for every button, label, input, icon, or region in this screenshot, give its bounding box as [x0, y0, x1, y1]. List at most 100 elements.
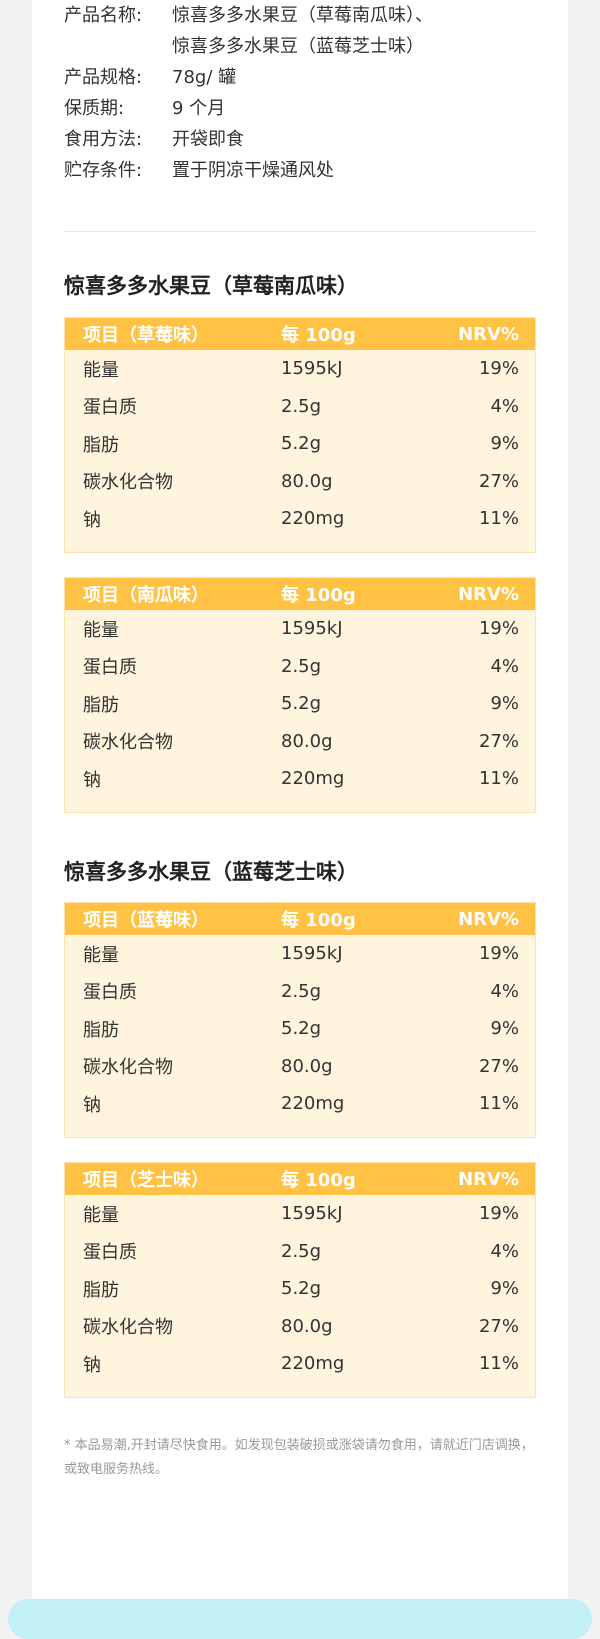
header-cell: 每 100g	[281, 1170, 356, 1191]
table-cell: 19%	[478, 618, 519, 640]
info-row: 贮存条件: 置于阴凉干燥通风处	[64, 155, 433, 186]
info-key: 产品名称:	[64, 5, 143, 26]
table-row: 碳水化合物 80.0g 27%	[65, 1048, 535, 1086]
info-key: 食用方法:	[64, 129, 143, 150]
table-cell: 80.0g	[281, 730, 333, 752]
table-row: 碳水化合物 80.0g 27%	[65, 1308, 535, 1346]
table-cell: 11%	[478, 1093, 519, 1115]
product-info: 产品名称: 惊喜多多水果豆（草莓南瓜味）、 惊喜多多水果豆（蓝莓芝士味） 产品规格: 7…	[64, 0, 433, 186]
section-title: 惊喜多多水果豆（蓝莓芝士味）	[64, 860, 358, 884]
info-row: 产品规格: 78g/ 罐	[64, 62, 433, 93]
info-row: 食用方法: 开袋即食	[64, 124, 433, 155]
table-row: 钠 220mg 11%	[65, 760, 535, 798]
table-cell: 4%	[490, 980, 519, 1002]
table-cell: 蛋白质	[83, 657, 137, 679]
info-value: 置于阴凉干燥通风处	[172, 160, 334, 181]
table-cell: 80.0g	[281, 1055, 333, 1077]
table-row: 蛋白质 2.5g 4%	[65, 388, 535, 426]
table-cell: 脂肪	[83, 434, 119, 456]
nutrition-table: 项目（芝士味） 每 100g NRV% 能量 1595kJ 19% 蛋白质 2.5g 4% 脂肪 5…	[64, 1162, 536, 1398]
table-header: 项目（南瓜味） 每 100g NRV%	[65, 578, 535, 610]
table-cell: 1595kJ	[281, 358, 343, 380]
header-cell: 每 100g	[281, 585, 356, 606]
table-cell: 钠	[83, 1094, 101, 1116]
table-header: 项目（蓝莓味） 每 100g NRV%	[65, 903, 535, 935]
table-cell: 能量	[83, 619, 119, 641]
table-cell: 4%	[490, 1240, 519, 1262]
table-cell: 碳水化合物	[83, 732, 173, 754]
header-cell: NRV%	[458, 1168, 519, 1190]
header-cell: 每 100g	[281, 910, 356, 931]
table-cell: 19%	[478, 358, 519, 380]
header-cell: NRV%	[458, 583, 519, 605]
table-cell: 能量	[83, 359, 119, 381]
table-cell: 220mg	[281, 1353, 345, 1375]
table-cell: 蛋白质	[83, 1242, 137, 1264]
info-row: 保质期: 9 个月	[64, 93, 433, 124]
table-cell: 27%	[478, 1055, 519, 1077]
table-cell: 9%	[490, 433, 519, 455]
table-cell: 钠	[83, 509, 101, 531]
table-cell: 1595kJ	[281, 618, 343, 640]
table-cell: 27%	[478, 730, 519, 752]
table-cell: 5.2g	[281, 1278, 322, 1300]
info-key: 贮存条件:	[64, 160, 143, 181]
table-cell: 2.5g	[281, 980, 322, 1002]
table-cell: 80.0g	[281, 470, 333, 492]
table-cell: 220mg	[281, 1093, 345, 1115]
table-header: 项目（草莓味） 每 100g NRV%	[65, 318, 535, 350]
header-cell: NRV%	[458, 323, 519, 345]
table-cell: 9%	[490, 1018, 519, 1040]
info-row: 产品名称: 惊喜多多水果豆（草莓南瓜味）、	[64, 0, 433, 31]
table-cell: 27%	[478, 470, 519, 492]
table-cell: 钠	[83, 1354, 101, 1376]
info-key: 保质期:	[64, 98, 125, 119]
table-cell: 5.2g	[281, 693, 322, 715]
table-cell: 11%	[478, 768, 519, 790]
table-cell: 19%	[478, 1203, 519, 1225]
table-row: 钠 220mg 11%	[65, 1085, 535, 1123]
table-header: 项目（芝士味） 每 100g NRV%	[65, 1163, 535, 1195]
table-cell: 11%	[478, 1353, 519, 1375]
table-cell: 2.5g	[281, 655, 322, 677]
table-cell: 脂肪	[83, 1019, 119, 1041]
storage-note: * 本品易潮,开封请尽快食用。如发现包装破损或涨袋请勿食用，请就近门店调换，或致…	[64, 1438, 534, 1477]
table-cell: 5.2g	[281, 433, 322, 455]
table-row: 蛋白质 2.5g 4%	[65, 1233, 535, 1271]
table-row: 脂肪 5.2g 9%	[65, 425, 535, 463]
table-cell: 5.2g	[281, 1018, 322, 1040]
info-value: 9 个月	[172, 98, 226, 119]
table-row: 钠 220mg 11%	[65, 500, 535, 538]
header-cell: 项目（芝士味）	[83, 1170, 209, 1191]
table-cell: 能量	[83, 1204, 119, 1226]
table-cell: 9%	[490, 693, 519, 715]
table-cell: 蛋白质	[83, 982, 137, 1004]
header-cell: 项目（蓝莓味）	[83, 910, 209, 931]
table-cell: 27%	[478, 1315, 519, 1337]
table-row: 能量 1595kJ 19%	[65, 350, 535, 388]
table-cell: 1595kJ	[281, 1203, 343, 1225]
table-cell: 2.5g	[281, 1240, 322, 1262]
info-value: 惊喜多多水果豆（草莓南瓜味）、	[172, 5, 433, 26]
table-cell: 80.0g	[281, 1315, 333, 1337]
header-cell: 项目（南瓜味）	[83, 585, 209, 606]
header-cell: 每 100g	[281, 325, 356, 346]
table-row: 脂肪 5.2g 9%	[65, 685, 535, 723]
info-key: 产品规格:	[64, 67, 143, 88]
info-key	[64, 31, 172, 62]
table-row: 脂肪 5.2g 9%	[65, 1270, 535, 1308]
nutrition-table: 项目（蓝莓味） 每 100g NRV% 能量 1595kJ 19% 蛋白质 2.5g 4% 脂肪 5…	[64, 902, 536, 1138]
table-cell: 碳水化合物	[83, 1057, 173, 1079]
divider	[64, 231, 536, 232]
info-value: 开袋即食	[172, 129, 244, 150]
table-cell: 脂肪	[83, 1279, 119, 1301]
table-row: 蛋白质 2.5g 4%	[65, 648, 535, 686]
table-cell: 能量	[83, 944, 119, 966]
table-cell: 4%	[490, 395, 519, 417]
table-row: 能量 1595kJ 19%	[65, 1195, 535, 1233]
table-cell: 4%	[490, 655, 519, 677]
table-cell: 2.5g	[281, 395, 322, 417]
table-cell: 脂肪	[83, 694, 119, 716]
header-cell: NRV%	[458, 908, 519, 930]
header-cell: 项目（草莓味）	[83, 325, 209, 346]
